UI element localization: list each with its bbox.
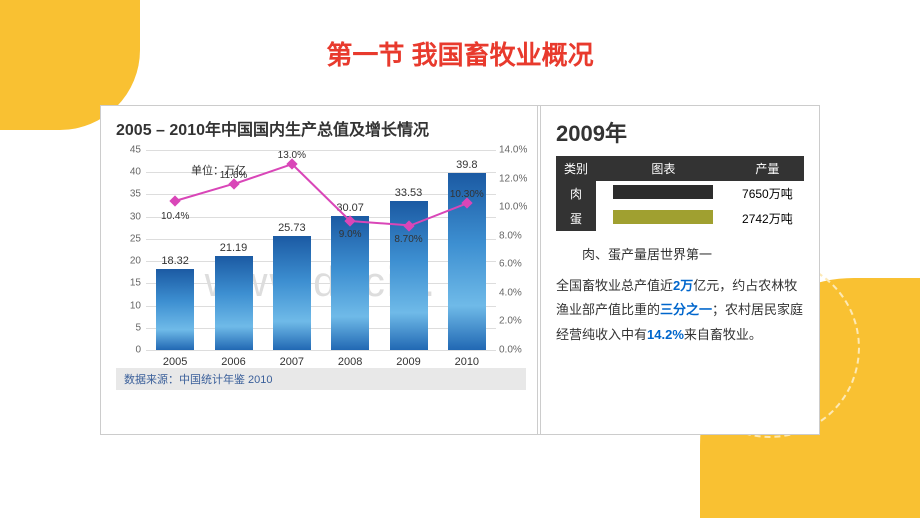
x-axis-label: 2005: [156, 356, 194, 368]
bar-value-label: 25.73: [273, 222, 311, 234]
th-category: 类别: [556, 156, 596, 181]
line-marker: [169, 196, 180, 207]
bar-value-label: 33.53: [390, 187, 428, 199]
y-axis-label: 0: [116, 345, 141, 356]
cell-category: 蛋: [556, 206, 596, 231]
cell-value: 7650万吨: [731, 181, 804, 206]
bar-value-label: 18.32: [156, 255, 194, 267]
bar: 25.73: [273, 236, 311, 350]
content-panel: 2005 – 2010年中国国内生产总值及增长情况 www.docin. 051…: [100, 105, 820, 435]
y-axis-label: 20: [116, 256, 141, 267]
gridline: [146, 261, 496, 262]
y2-axis-label: 12.0%: [499, 173, 534, 184]
gridline: [146, 217, 496, 218]
chart-title: 2005 – 2010年中国国内生产总值及增长情况: [116, 116, 522, 140]
y2-axis-label: 0.0%: [499, 345, 534, 356]
gridline: [146, 328, 496, 329]
gridline: [146, 306, 496, 307]
bar: 21.19: [215, 256, 253, 350]
x-axis-label: 2007: [273, 356, 311, 368]
line-value-label: 8.70%: [394, 234, 422, 245]
line-value-label: 13.0%: [278, 150, 306, 161]
chart-title-year: 2005: [116, 122, 152, 139]
line-value-label: 10.4%: [161, 211, 189, 222]
y2-axis-label: 14.0%: [499, 145, 534, 156]
chart-title-rest: 2010年中国国内生产总值及增长情况: [169, 122, 429, 139]
table-row: 蛋 2742万吨: [556, 206, 804, 231]
y-axis-label: 10: [116, 300, 141, 311]
y-axis-label: 35: [116, 189, 141, 200]
chart-source: 数据来源：中国统计年鉴 2010: [116, 368, 526, 390]
gridline: [146, 350, 496, 351]
right-p1: 肉、蛋产量居世界第一: [556, 243, 804, 268]
unit-label: 单位：万亿: [191, 162, 246, 178]
right-title: 2009年: [556, 116, 804, 148]
y2-axis-label: 8.0%: [499, 230, 534, 241]
y-axis-label: 30: [116, 211, 141, 222]
y-axis-label: 15: [116, 278, 141, 289]
y2-axis-label: 10.0%: [499, 202, 534, 213]
cell-swatch: [596, 206, 731, 231]
cell-swatch: [596, 181, 731, 206]
line-value-label: 10.30%: [450, 189, 484, 200]
line-value-label: 9.0%: [339, 229, 362, 240]
x-axis-label: 2010: [448, 356, 486, 368]
gridline: [146, 150, 496, 151]
y-axis-label: 25: [116, 233, 141, 244]
y-axis-label: 40: [116, 167, 141, 178]
gridline: [146, 239, 496, 240]
production-table: 类别 图表 产量 肉 7650万吨蛋 2742万吨: [556, 156, 804, 231]
chart-area: 2005 – 2010年中国国内生产总值及增长情况 www.docin. 051…: [101, 106, 541, 434]
y2-axis-label: 6.0%: [499, 259, 534, 270]
table-header-row: 类别 图表 产量: [556, 156, 804, 181]
table-row: 肉 7650万吨: [556, 181, 804, 206]
x-axis-label: 2006: [215, 356, 253, 368]
gridline: [146, 283, 496, 284]
chart-box: www.docin. 0510152025303540450.0%2.0%4.0…: [116, 150, 526, 390]
line-segment: [175, 183, 234, 202]
x-axis-label: 2008: [331, 356, 369, 368]
x-axis-label: 2009: [390, 356, 428, 368]
bar-value-label: 39.8: [448, 159, 486, 171]
th-output: 产量: [731, 156, 804, 181]
cell-value: 2742万吨: [731, 206, 804, 231]
slide-title: 第一节 我国畜牧业概况: [0, 35, 920, 72]
th-chart: 图表: [596, 156, 731, 181]
right-area: 2009年 类别 图表 产量 肉 7650万吨蛋 2742万吨 肉、蛋产量居世界第一…: [541, 106, 819, 434]
bar-value-label: 21.19: [215, 242, 253, 254]
right-p2: 全国畜牧业总产值近2万亿元，约占农林牧渔业部产值比重的三分之一；农村居民家庭经营…: [556, 274, 804, 348]
chart-title-dash: –: [152, 122, 170, 139]
y-axis-label: 5: [116, 322, 141, 333]
chart-plot: 0510152025303540450.0%2.0%4.0%6.0%8.0%10…: [146, 150, 496, 350]
bar: 18.32: [156, 269, 194, 350]
y2-axis-label: 4.0%: [499, 287, 534, 298]
cell-category: 肉: [556, 181, 596, 206]
y-axis-label: 45: [116, 145, 141, 156]
right-text: 肉、蛋产量居世界第一 全国畜牧业总产值近2万亿元，约占农林牧渔业部产值比重的三分…: [556, 243, 804, 348]
y2-axis-label: 2.0%: [499, 316, 534, 327]
